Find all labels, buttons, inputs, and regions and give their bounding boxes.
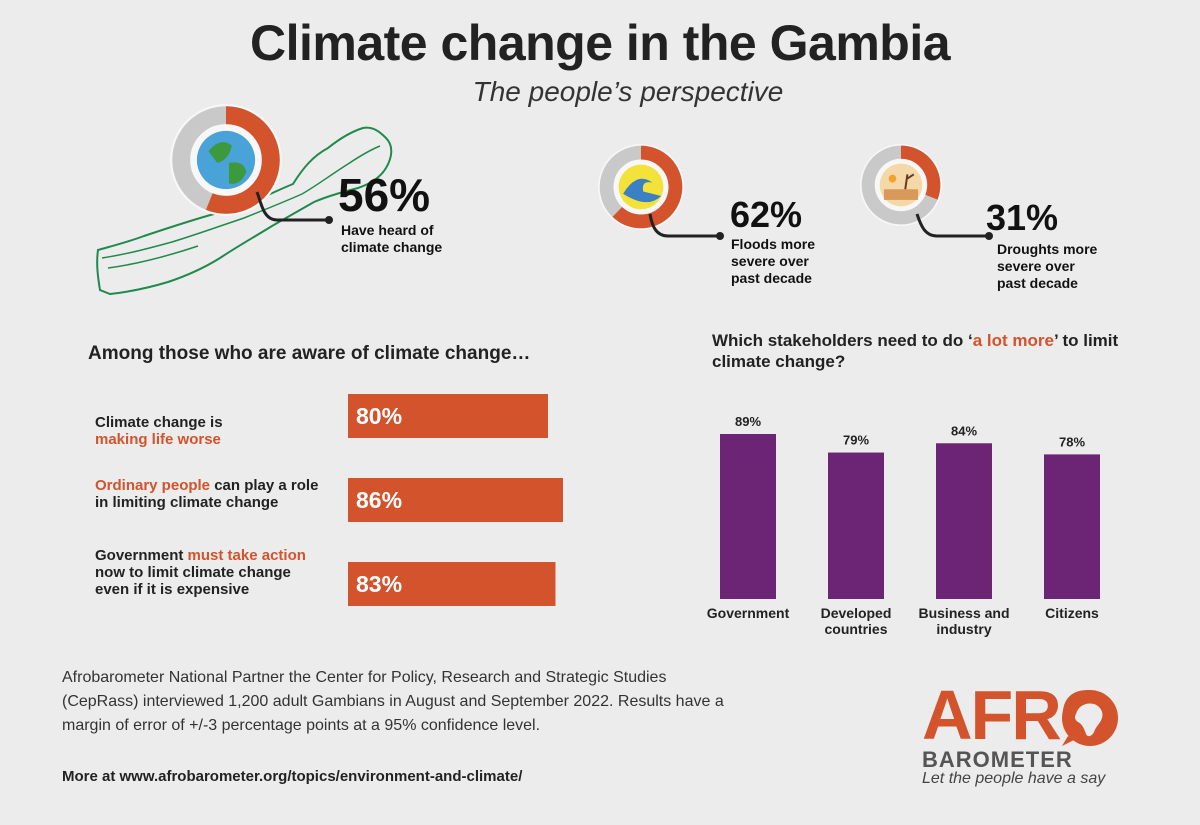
statement-1: Climate change is making life worse bbox=[95, 414, 335, 448]
aware-bar-label: 80% bbox=[356, 403, 402, 429]
stakeholder-heading-pre: Which stakeholders need to do ‘ bbox=[712, 331, 973, 350]
stakeholder-bar-value: 84% bbox=[951, 423, 977, 438]
page-subtitle: The people’s perspective bbox=[472, 76, 784, 107]
stakeholder-bar bbox=[828, 452, 884, 599]
heard-label: Have heard of climate change bbox=[341, 222, 443, 255]
stakeholder-category-label: Business and industry bbox=[918, 605, 1010, 637]
donut-value-arc bbox=[599, 145, 683, 229]
aware-bar bbox=[348, 478, 563, 522]
heard-percent: 56% bbox=[338, 169, 431, 221]
stakeholder-heading: Which stakeholders need to do ‘a lot mor… bbox=[712, 330, 1132, 372]
statement-1-text: Climate change is bbox=[95, 414, 223, 431]
stakeholder-bar-value: 79% bbox=[843, 433, 869, 448]
stakeholder-bar-value: 89% bbox=[735, 414, 761, 429]
heard-donut bbox=[170, 104, 282, 221]
gambia-map bbox=[96, 126, 393, 296]
statement-2: Ordinary people can play a role in limit… bbox=[95, 477, 335, 511]
stakeholder-bar-value: 78% bbox=[1059, 434, 1085, 449]
stakeholder-bar bbox=[720, 434, 776, 599]
africa-icon bbox=[1062, 690, 1118, 746]
page-title: Climate change in the Gambia bbox=[249, 15, 951, 71]
leader-line bbox=[915, 213, 993, 240]
stakeholder-category-label: Government bbox=[706, 605, 790, 621]
leader-line bbox=[648, 213, 724, 240]
statement-2-highlight: Ordinary people bbox=[95, 477, 211, 494]
statement-1-highlight: making life worse bbox=[95, 431, 221, 448]
statement-2-text: can play a role in limiting climate chan… bbox=[95, 477, 319, 511]
wave-icon bbox=[618, 164, 664, 210]
aware-bar-label: 83% bbox=[356, 571, 402, 597]
statement-3-highlight: must take action bbox=[183, 547, 306, 564]
stakeholder-heading-post: ’ to limit climate change? bbox=[712, 331, 1119, 371]
logo-tagline: Let the people have a say bbox=[922, 770, 1106, 787]
droughts-donut bbox=[860, 144, 942, 231]
floods-percent: 62% bbox=[730, 194, 803, 235]
logo-barometer: BAROMETER bbox=[922, 747, 1073, 772]
stakeholder-category-label: Developed countries bbox=[820, 605, 892, 637]
statement-3: Government must take action now to limit… bbox=[95, 547, 320, 598]
droughts-percent: 31% bbox=[986, 197, 1059, 238]
drought-icon bbox=[879, 163, 923, 207]
floods-label: Floods more severe over past decade bbox=[731, 236, 816, 286]
aware-bar-chart: 80% 86% 83% bbox=[348, 394, 563, 606]
droughts-label: Droughts more severe over past decade bbox=[997, 241, 1098, 291]
footer-text: Afrobarometer National Partner the Cente… bbox=[62, 669, 724, 734]
aware-bar bbox=[348, 394, 548, 438]
floods-donut bbox=[598, 144, 684, 235]
statement-3-text-after: now to limit climate change even if it i… bbox=[95, 564, 291, 598]
stakeholder-category-label: Citizens bbox=[1045, 605, 1099, 621]
aware-bar-label: 86% bbox=[356, 487, 402, 513]
statement-3-text: Government bbox=[95, 547, 184, 564]
stakeholder-heading-highlight: a lot more bbox=[972, 331, 1054, 350]
donut-value-arc bbox=[172, 106, 280, 214]
donut-value-arc bbox=[861, 145, 941, 225]
aware-heading: Among those who are aware of climate cha… bbox=[88, 343, 531, 364]
more-link[interactable]: More at www.afrobarometer.org/topics/env… bbox=[62, 768, 523, 785]
stakeholder-bar bbox=[1044, 454, 1100, 599]
aware-bar bbox=[348, 562, 556, 606]
globe-icon bbox=[196, 130, 256, 190]
stakeholder-bar bbox=[936, 443, 992, 599]
stakeholder-bar-chart: 89% 79% 84% 78% bbox=[720, 414, 1100, 599]
leader-line bbox=[255, 191, 333, 224]
